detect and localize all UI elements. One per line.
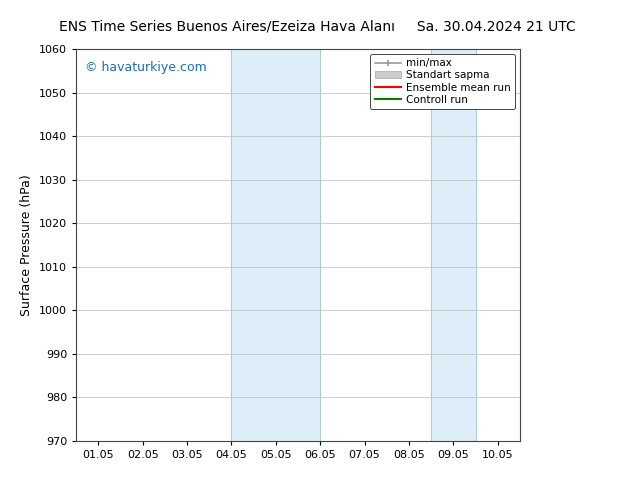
Legend: min/max, Standart sapma, Ensemble mean run, Controll run: min/max, Standart sapma, Ensemble mean r… [370,54,515,109]
Bar [431,49,476,441]
Y-axis label: Surface Pressure (hPa): Surface Pressure (hPa) [20,174,34,316]
Text: © havaturkiye.com: © havaturkiye.com [85,61,207,74]
Bar [231,49,320,441]
Text: ENS Time Series Buenos Aires/Ezeiza Hava Alanı     Sa. 30.04.2024 21 UTC: ENS Time Series Buenos Aires/Ezeiza Hava… [58,20,576,34]
